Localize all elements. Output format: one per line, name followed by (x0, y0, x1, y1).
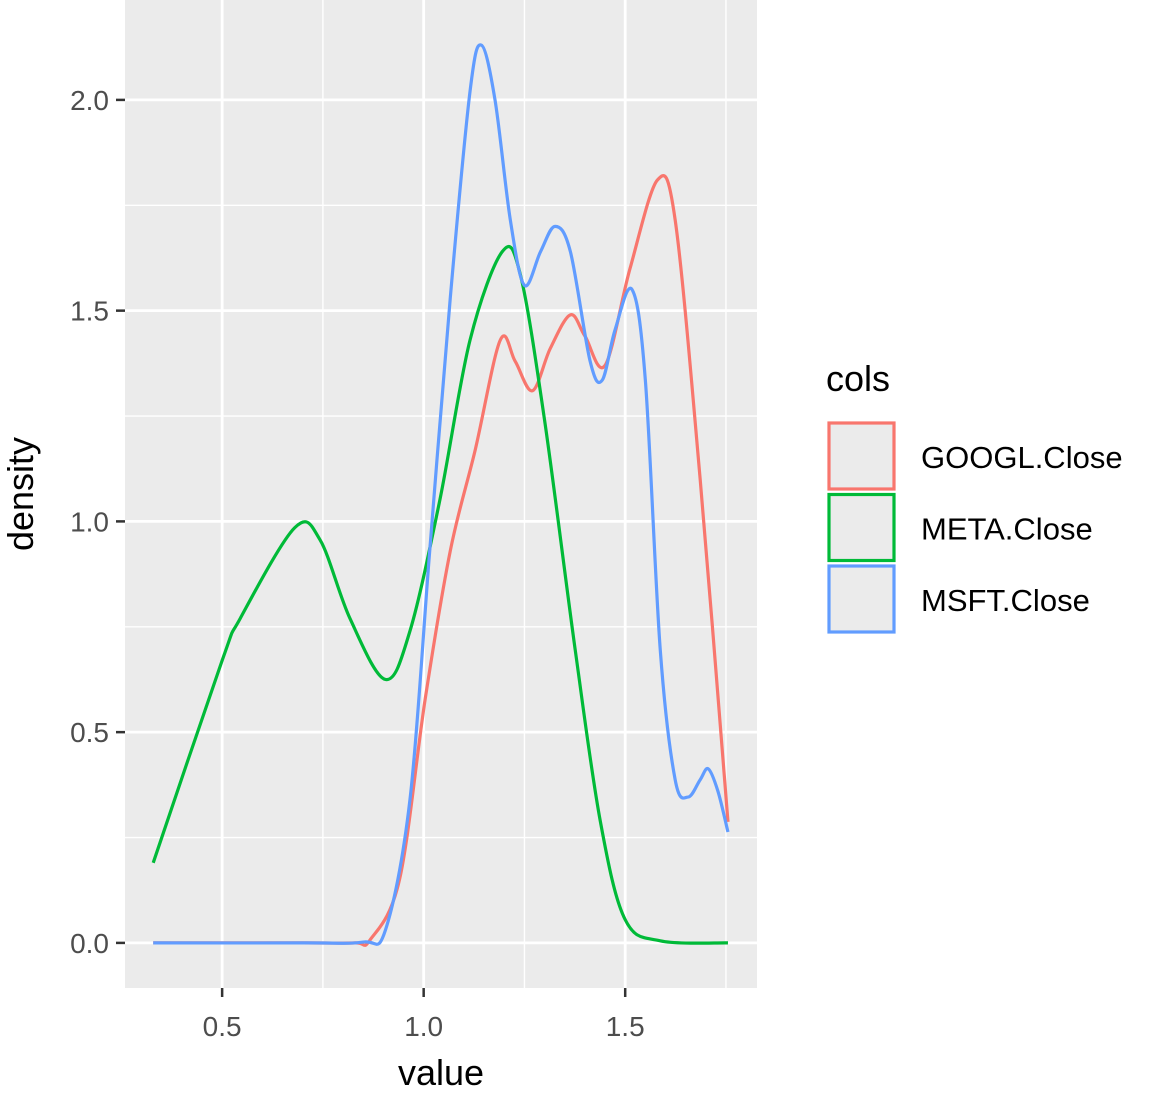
density-line-meta-close (151, 245, 729, 945)
legend: cols GOOGL.Close META.Close MSFT.Close (826, 358, 1123, 634)
x-tick-label: 0.5 (203, 1011, 242, 1042)
legend-label-msft-close: MSFT.Close (921, 583, 1090, 618)
series-lines (151, 43, 730, 947)
y-axis-title: density (0, 437, 41, 551)
density-line-googl-close (153, 174, 730, 947)
x-tick-label: 1.5 (606, 1011, 645, 1042)
y-tick-label: 1.0 (70, 506, 109, 537)
legend-title: cols (826, 358, 890, 399)
legend-label-googl-close: GOOGL.Close (921, 440, 1123, 475)
x-axis-title: value (398, 1052, 484, 1090)
legend-key-googl-close (827, 421, 896, 491)
legend-key-msft-close (827, 564, 896, 634)
y-tick-label: 2.0 (70, 85, 109, 116)
density-line-msft-close (153, 43, 730, 946)
legend-label-meta-close: META.Close (921, 512, 1093, 547)
y-tick-label: 1.5 (70, 296, 109, 327)
axes: 0.5 1.0 1.5 0.0 0.5 1.0 1.5 2.0 (70, 85, 645, 1042)
y-tick-label: 0.0 (70, 928, 109, 959)
x-tick-label: 1.0 (404, 1011, 443, 1042)
y-tick-label: 0.5 (70, 717, 109, 748)
legend-key-meta-close (827, 492, 896, 563)
